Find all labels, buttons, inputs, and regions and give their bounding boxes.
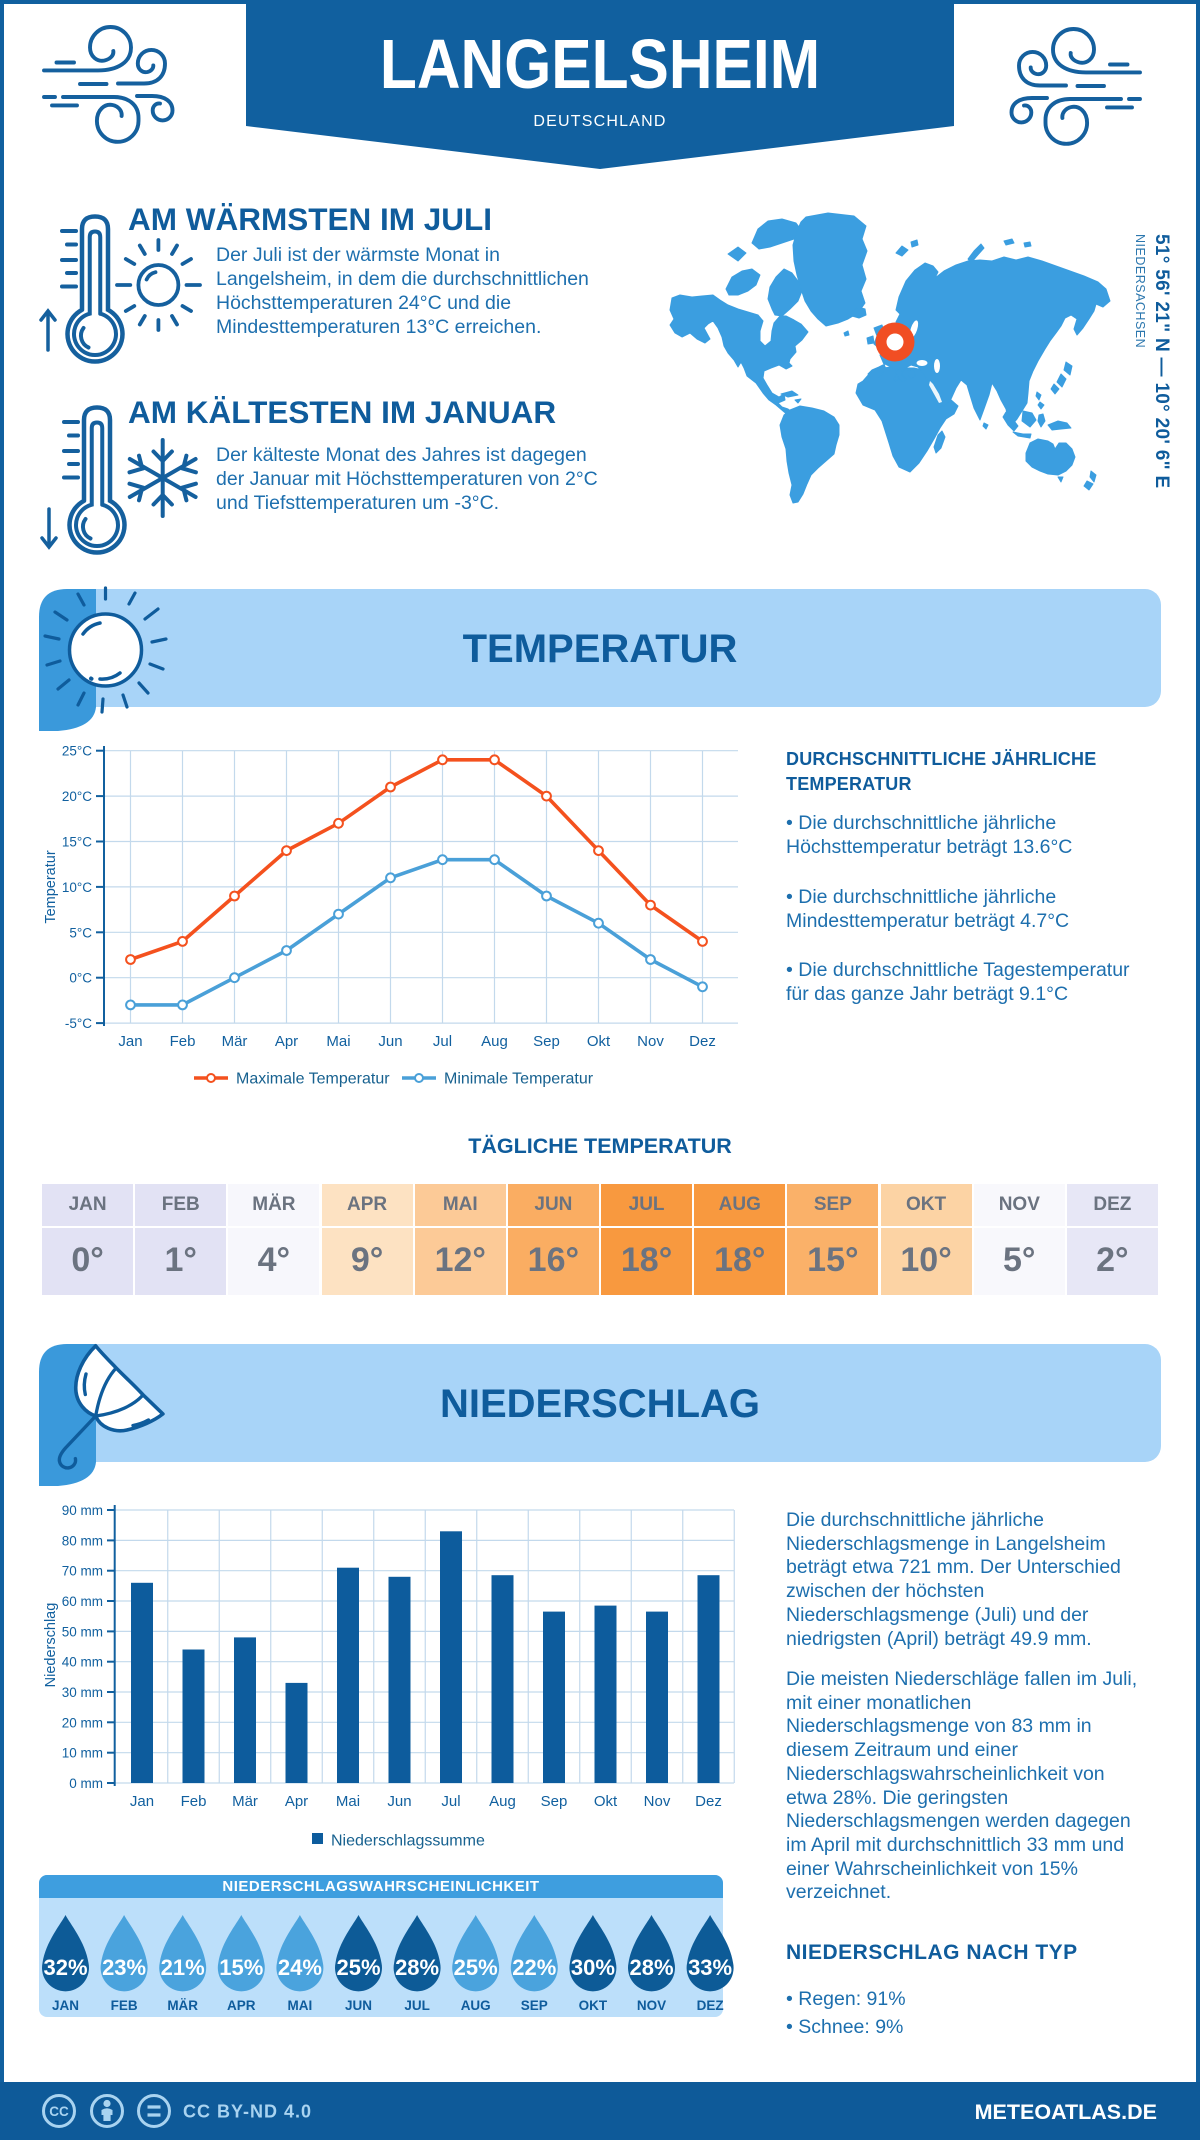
svg-text:0 mm: 0 mm xyxy=(69,1776,103,1791)
svg-text:30%: 30% xyxy=(571,1955,615,1980)
svg-text:Niederschlagssumme: Niederschlagssumme xyxy=(331,1833,485,1850)
svg-text:30 mm: 30 mm xyxy=(62,1685,103,1700)
svg-text:Dez: Dez xyxy=(695,1793,722,1810)
svg-text:DEZ: DEZ xyxy=(697,1998,724,2013)
svg-text:JUL: JUL xyxy=(404,1998,430,2013)
svg-text:28%: 28% xyxy=(629,1955,673,1980)
svg-text:Apr: Apr xyxy=(285,1793,308,1810)
svg-text:40 mm: 40 mm xyxy=(62,1655,103,1670)
svg-text:Feb: Feb xyxy=(170,1033,196,1050)
svg-text:CC: CC xyxy=(49,2104,69,2119)
svg-text:10°C: 10°C xyxy=(62,880,92,895)
svg-text:15°C: 15°C xyxy=(62,835,92,850)
svg-text:22%: 22% xyxy=(512,1955,556,1980)
svg-text:Jul: Jul xyxy=(433,1033,452,1050)
svg-text:5°C: 5°C xyxy=(69,925,92,940)
svg-text:Aug: Aug xyxy=(481,1033,508,1050)
svg-text:23%: 23% xyxy=(102,1955,146,1980)
svg-text:10 mm: 10 mm xyxy=(62,1746,103,1761)
svg-text:Okt: Okt xyxy=(587,1033,611,1050)
svg-text:Sep: Sep xyxy=(541,1793,568,1810)
svg-text:33%: 33% xyxy=(688,1955,732,1980)
svg-text:0°C: 0°C xyxy=(69,971,92,986)
svg-text:80 mm: 80 mm xyxy=(62,1533,103,1548)
svg-text:90 mm: 90 mm xyxy=(62,1503,103,1518)
svg-text:Jan: Jan xyxy=(130,1793,154,1810)
svg-text:20°C: 20°C xyxy=(62,789,92,804)
svg-text:Dez: Dez xyxy=(689,1033,716,1050)
svg-text:AUG: AUG xyxy=(461,1998,491,2013)
svg-text:JAN: JAN xyxy=(52,1998,79,2013)
svg-text:Okt: Okt xyxy=(594,1793,618,1810)
svg-text:APR: APR xyxy=(227,1998,256,2013)
svg-text:SEP: SEP xyxy=(521,1998,548,2013)
svg-text:OKT: OKT xyxy=(579,1998,608,2013)
svg-text:Temperatur: Temperatur xyxy=(43,850,59,924)
svg-text:Mär: Mär xyxy=(222,1033,248,1050)
svg-text:25°C: 25°C xyxy=(62,744,92,759)
svg-text:FEB: FEB xyxy=(111,1998,138,2013)
svg-text:MÄR: MÄR xyxy=(167,1998,198,2013)
svg-text:70 mm: 70 mm xyxy=(62,1564,103,1579)
svg-text:Niederschlag: Niederschlag xyxy=(43,1603,59,1688)
svg-text:MAI: MAI xyxy=(288,1998,313,2013)
svg-text:Apr: Apr xyxy=(275,1033,298,1050)
svg-text:METEOATLAS.DE: METEOATLAS.DE xyxy=(975,2100,1157,2124)
svg-text:60 mm: 60 mm xyxy=(62,1594,103,1609)
svg-text:Jun: Jun xyxy=(378,1033,402,1050)
svg-text:32%: 32% xyxy=(43,1955,87,1980)
svg-text:25%: 25% xyxy=(454,1955,498,1980)
svg-text:24%: 24% xyxy=(278,1955,322,1980)
svg-text:Maximale Temperatur: Maximale Temperatur xyxy=(236,1071,390,1088)
svg-text:Jul: Jul xyxy=(441,1793,460,1810)
svg-text:25%: 25% xyxy=(336,1955,380,1980)
svg-text:-5°C: -5°C xyxy=(65,1016,92,1031)
svg-text:Mai: Mai xyxy=(336,1793,360,1810)
svg-text:Mai: Mai xyxy=(326,1033,350,1050)
svg-text:NOV: NOV xyxy=(637,1998,666,2013)
svg-text:Mär: Mär xyxy=(232,1793,258,1810)
svg-text:28%: 28% xyxy=(395,1955,439,1980)
svg-text:21%: 21% xyxy=(161,1955,205,1980)
svg-text:Nov: Nov xyxy=(637,1033,664,1050)
svg-text:Jun: Jun xyxy=(387,1793,411,1810)
svg-text:CC BY-ND 4.0: CC BY-ND 4.0 xyxy=(183,2102,312,2122)
svg-text:Aug: Aug xyxy=(489,1793,516,1810)
svg-text:Minimale Temperatur: Minimale Temperatur xyxy=(444,1071,594,1088)
svg-text:JUN: JUN xyxy=(345,1998,372,2013)
svg-text:Sep: Sep xyxy=(533,1033,560,1050)
svg-text:Nov: Nov xyxy=(644,1793,671,1810)
svg-text:Jan: Jan xyxy=(118,1033,142,1050)
svg-text:Feb: Feb xyxy=(181,1793,207,1810)
svg-text:20 mm: 20 mm xyxy=(62,1715,103,1730)
svg-text:50 mm: 50 mm xyxy=(62,1624,103,1639)
svg-text:15%: 15% xyxy=(219,1955,263,1980)
